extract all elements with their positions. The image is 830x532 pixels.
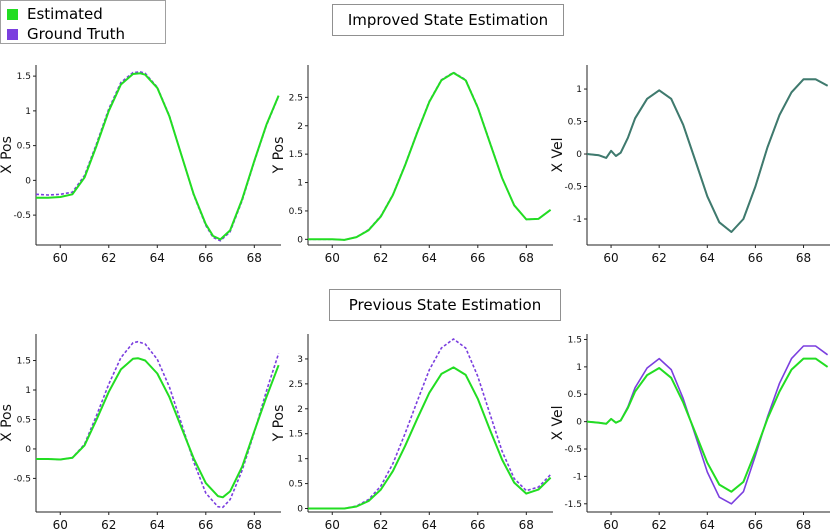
x-tick-label: 60: [53, 251, 68, 265]
x-tick-label: 62: [652, 518, 667, 532]
chart-panel-5: -1.5 -1 -0.5 0 0.5 1 1.5 60 62 64 66 68 X Vel: [550, 334, 830, 532]
x-tick-label: 68: [247, 518, 262, 532]
x-tick-label: 66: [470, 518, 485, 532]
y-tick-label: 1.5: [289, 150, 303, 160]
y-tick-label: -1.5: [564, 500, 582, 510]
y-tick-label: 2: [297, 405, 303, 415]
legend-item-estimated: Estimated: [7, 4, 103, 24]
series-line-ground-truth: [308, 71, 552, 241]
y-tick-label: 1: [297, 455, 303, 465]
x-tick-label: 64: [150, 251, 165, 265]
y-tick-label: 0.5: [17, 415, 31, 425]
legend-swatch-ground-truth: [7, 28, 18, 40]
x-tick-label: 62: [101, 251, 116, 265]
x-tick-label: 68: [519, 518, 534, 532]
chart-panel-0: -0.5 0 0.5 1 1.5 60 62 64 66 68 X Pos: [0, 65, 281, 265]
x-tick-label: 62: [101, 518, 116, 532]
y-tick-label: 1.5: [568, 335, 582, 345]
x-tick-label: 62: [373, 251, 388, 265]
x-tick-label: 68: [519, 251, 534, 265]
y-axis-label: X Pos: [0, 136, 15, 174]
y-tick-label: 0.5: [289, 207, 303, 217]
y-tick-label: 1: [297, 179, 303, 189]
series-line-estimated: [586, 78, 829, 233]
y-axis-label: Y Pos: [271, 137, 287, 175]
y-tick-label: -0.5: [564, 445, 582, 455]
y-tick-label: 1.5: [289, 430, 303, 440]
legend-label-ground-truth: Ground Truth: [27, 25, 125, 43]
x-tick-label: 66: [198, 251, 213, 265]
series-line-ground-truth: [35, 71, 280, 242]
chart-panel-4: 0 0.5 1 1.5 2 2.5 3 60 62 64 66 68 Y Pos: [271, 334, 553, 532]
y-tick-label: 1.5: [17, 357, 31, 367]
y-tick-label: 0: [25, 445, 31, 455]
y-tick-label: 0: [297, 235, 303, 245]
series-line-ground-truth: [36, 340, 280, 509]
x-tick-label: 62: [652, 251, 667, 265]
y-tick-label: 0: [576, 418, 582, 428]
x-tick-label: 68: [247, 251, 262, 265]
y-tick-label: 0.5: [289, 480, 303, 490]
y-tick-label: 1.5: [17, 72, 31, 82]
y-tick-label: 2.5: [289, 380, 303, 390]
x-tick-label: 64: [150, 518, 165, 532]
y-tick-label: 1: [25, 107, 31, 117]
y-tick-label: 2.5: [289, 93, 303, 103]
y-tick-label: 1: [576, 85, 582, 95]
legend-swatch-estimated: [7, 8, 18, 20]
y-tick-label: 0.5: [17, 142, 31, 152]
legend-item-ground-truth: Ground Truth: [7, 24, 125, 44]
x-tick-label: 64: [700, 518, 715, 532]
series-line-estimated: [36, 357, 280, 499]
section-title-improved: Improved State Estimation: [332, 4, 564, 36]
y-tick-label: 2: [297, 122, 303, 132]
y-tick-label: -1: [573, 215, 582, 225]
chart-panel-1: 0 0.5 1 1.5 2 2.5 60 62 64 66 68 Y Pos: [271, 65, 553, 265]
series-line-estimated: [308, 366, 552, 510]
series-line-estimated: [308, 71, 552, 241]
y-tick-label: 3: [297, 355, 303, 365]
x-tick-label: 64: [700, 251, 715, 265]
series-line-estimated: [586, 357, 829, 493]
section-title-previous: Previous State Estimation: [329, 289, 561, 321]
x-tick-label: 64: [422, 518, 437, 532]
y-tick-label: 0: [576, 150, 582, 160]
y-tick-label: 0: [297, 505, 303, 515]
x-tick-label: 60: [603, 251, 618, 265]
y-tick-label: -0.5: [564, 183, 582, 193]
y-axis-label: X Pos: [0, 404, 15, 442]
y-tick-label: 0.5: [568, 390, 582, 400]
y-tick-label: -1: [573, 472, 582, 482]
x-tick-label: 60: [603, 518, 618, 532]
x-tick-label: 60: [325, 251, 340, 265]
legend-label-estimated: Estimated: [27, 5, 103, 23]
x-tick-label: 60: [53, 518, 68, 532]
series-line-estimated: [36, 72, 280, 241]
x-tick-label: 68: [796, 251, 811, 265]
series-line-ground-truth: [586, 78, 828, 233]
chart-panel-3: -0.5 0 0.5 1 1.5 60 62 64 66 68 X Pos: [0, 334, 281, 532]
x-tick-label: 66: [748, 518, 763, 532]
legend: Estimated Ground Truth: [0, 0, 166, 44]
y-tick-label: 1: [25, 386, 31, 396]
y-axis-label: X Vel: [550, 137, 566, 172]
y-tick-label: 0: [25, 176, 31, 186]
y-tick-label: -0.5: [13, 474, 31, 484]
y-tick-label: -0.5: [13, 211, 31, 221]
y-tick-label: 1: [576, 363, 582, 373]
y-axis-label: Y Pos: [271, 405, 287, 443]
x-tick-label: 66: [470, 251, 485, 265]
x-tick-label: 68: [796, 518, 811, 532]
chart-panel-2: -1 -0.5 0 0.5 1 60 62 64 66 68 X Vel: [550, 65, 830, 265]
y-tick-label: 0.5: [568, 118, 582, 128]
x-tick-label: 64: [422, 251, 437, 265]
x-tick-label: 60: [325, 518, 340, 532]
y-axis-label: X Vel: [550, 405, 566, 440]
x-tick-label: 62: [373, 518, 388, 532]
x-tick-label: 66: [198, 518, 213, 532]
x-tick-label: 66: [748, 251, 763, 265]
